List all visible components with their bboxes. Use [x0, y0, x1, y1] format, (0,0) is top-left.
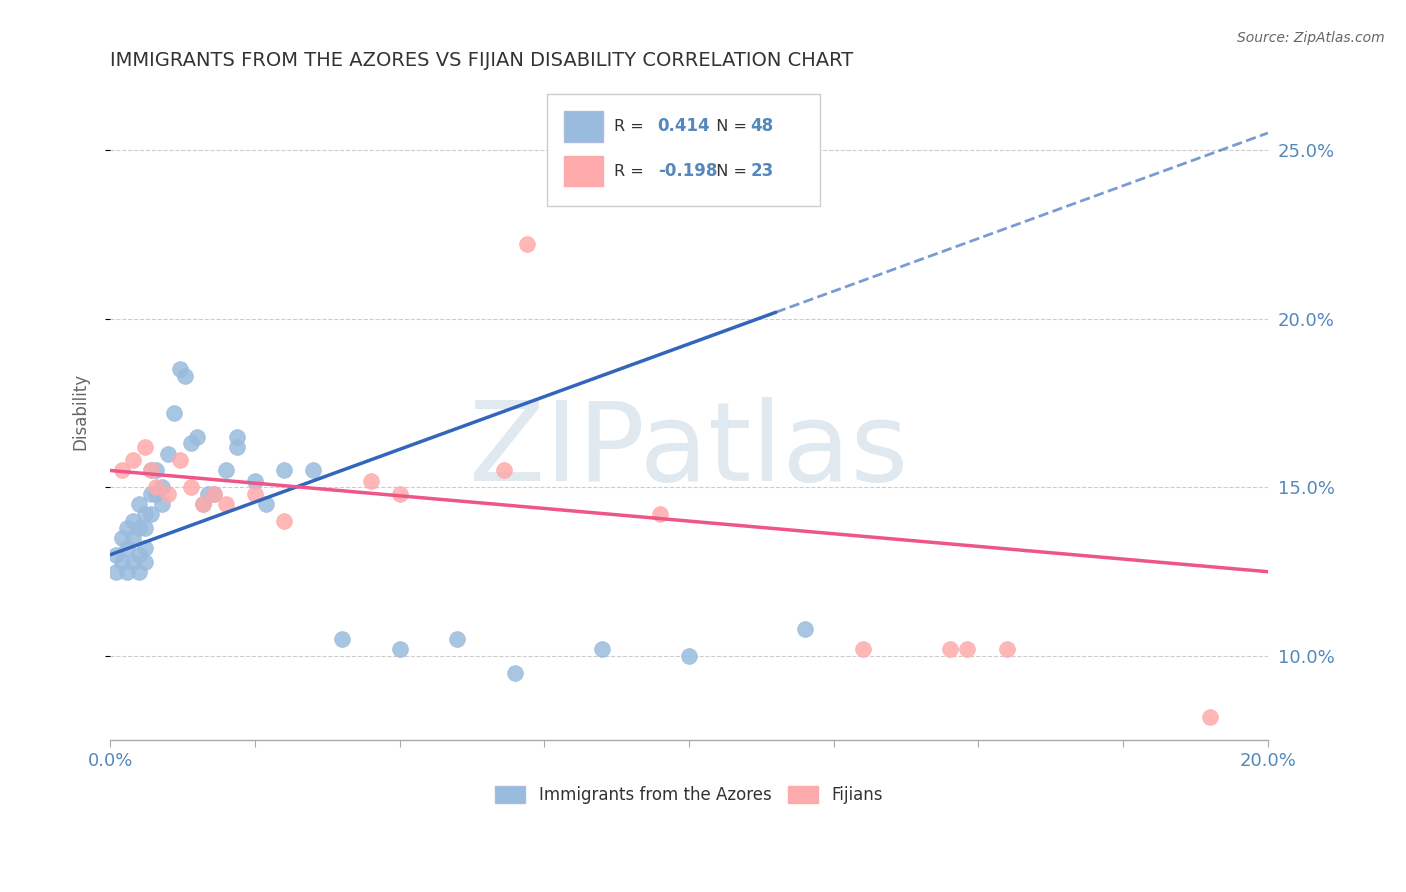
Point	[145, 463, 167, 477]
FancyBboxPatch shape	[547, 94, 820, 206]
Point	[174, 368, 197, 383]
Point	[139, 463, 162, 477]
Point	[330, 632, 353, 647]
Point	[202, 487, 225, 501]
Point	[215, 497, 238, 511]
Point	[273, 463, 295, 477]
Point	[388, 487, 411, 501]
Point	[648, 508, 671, 522]
Point	[122, 514, 145, 528]
Text: ZIPatlas: ZIPatlas	[470, 398, 908, 504]
Point	[591, 642, 613, 657]
Point	[139, 463, 162, 477]
Legend: Immigrants from the Azores, Fijians: Immigrants from the Azores, Fijians	[488, 780, 890, 811]
Text: N =: N =	[706, 164, 752, 178]
Point	[111, 555, 134, 569]
Point	[134, 521, 156, 535]
Point	[191, 497, 214, 511]
Point	[254, 497, 277, 511]
FancyBboxPatch shape	[564, 112, 603, 142]
Point	[134, 555, 156, 569]
Point	[180, 480, 202, 494]
Point	[122, 531, 145, 545]
Point	[128, 521, 150, 535]
Point	[117, 521, 139, 535]
Point	[446, 632, 468, 647]
Point	[117, 565, 139, 579]
Point	[243, 474, 266, 488]
Point	[111, 463, 134, 477]
Point	[128, 497, 150, 511]
Text: 48: 48	[751, 118, 773, 136]
Point	[243, 487, 266, 501]
Point	[134, 508, 156, 522]
Point	[169, 453, 191, 467]
Point	[156, 447, 179, 461]
Point	[163, 406, 186, 420]
Point	[226, 440, 249, 454]
FancyBboxPatch shape	[564, 156, 603, 186]
Point	[111, 531, 134, 545]
Point	[156, 487, 179, 501]
Point	[139, 508, 162, 522]
Text: IMMIGRANTS FROM THE AZORES VS FIJIAN DISABILITY CORRELATION CHART: IMMIGRANTS FROM THE AZORES VS FIJIAN DIS…	[110, 51, 853, 70]
Text: -0.198: -0.198	[658, 162, 717, 180]
Point	[150, 497, 173, 511]
Point	[134, 440, 156, 454]
Text: Source: ZipAtlas.com: Source: ZipAtlas.com	[1237, 31, 1385, 45]
Text: R =: R =	[614, 164, 648, 178]
Point	[215, 463, 238, 477]
Point	[128, 548, 150, 562]
Point	[104, 565, 127, 579]
Point	[122, 555, 145, 569]
Point	[197, 487, 219, 501]
Point	[191, 497, 214, 511]
Text: 0.414: 0.414	[658, 118, 710, 136]
Point	[145, 480, 167, 494]
Point	[516, 237, 538, 252]
Point	[134, 541, 156, 555]
Point	[492, 463, 515, 477]
Point	[226, 430, 249, 444]
Point	[145, 487, 167, 501]
Point	[995, 642, 1018, 657]
Point	[273, 514, 295, 528]
Text: N =: N =	[706, 119, 752, 134]
Y-axis label: Disability: Disability	[72, 373, 89, 450]
Point	[104, 548, 127, 562]
Point	[505, 665, 527, 680]
Point	[360, 474, 382, 488]
Point	[122, 453, 145, 467]
Point	[139, 487, 162, 501]
Point	[938, 642, 960, 657]
Point	[388, 642, 411, 657]
Point	[956, 642, 979, 657]
Point	[169, 362, 191, 376]
Point	[202, 487, 225, 501]
Point	[117, 541, 139, 555]
Point	[128, 565, 150, 579]
Text: 23: 23	[751, 162, 773, 180]
Point	[678, 649, 700, 664]
Point	[852, 642, 875, 657]
Point	[301, 463, 323, 477]
Text: R =: R =	[614, 119, 648, 134]
Point	[793, 622, 815, 636]
Point	[1199, 710, 1222, 724]
Point	[180, 436, 202, 450]
Point	[186, 430, 208, 444]
Point	[150, 480, 173, 494]
